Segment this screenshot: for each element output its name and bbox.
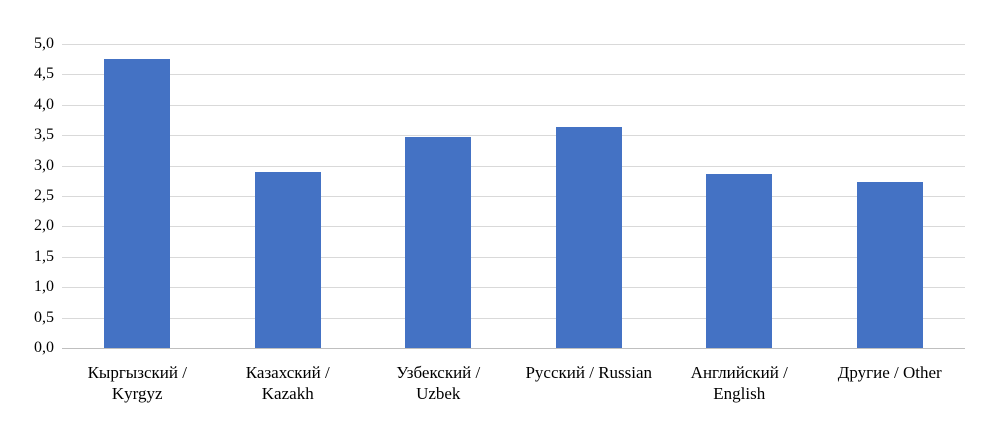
x-category-label-text: Русский / Russian <box>525 363 653 382</box>
x-category-label-text: Другие / Other <box>837 363 942 382</box>
gridline <box>62 256 965 258</box>
y-tick-label: 2,0 <box>34 217 54 235</box>
y-tick-label: 1,0 <box>34 278 54 296</box>
x-category-label-text: Кыргызский / Kyrgyz <box>87 363 187 404</box>
x-category-label: Кыргызский / Kyrgyz <box>62 362 213 405</box>
x-category-label: Другие / Other <box>815 362 966 405</box>
y-tick-label: 4,5 <box>34 65 54 83</box>
y-tick-label: 3,0 <box>34 156 54 174</box>
bar <box>405 137 472 348</box>
gridline <box>62 44 965 45</box>
bars <box>62 44 965 348</box>
bar <box>706 173 773 348</box>
bar-slot <box>815 44 966 348</box>
x-category-label: Русский / Russian <box>514 362 665 405</box>
bar <box>856 182 923 348</box>
gridline <box>62 165 965 167</box>
y-tick-label: 1,5 <box>34 247 54 265</box>
gridline <box>62 104 965 106</box>
y-tick-label: 5,0 <box>34 35 54 52</box>
x-category-label: Казахский / Kazakh <box>213 362 364 405</box>
gridline <box>62 196 965 197</box>
bar-slot <box>363 44 514 348</box>
bar <box>254 171 321 348</box>
bar-slot <box>664 44 815 348</box>
gridline <box>62 287 965 289</box>
bar-slot <box>514 44 665 348</box>
x-axis-category-labels: Кыргызский / Kyrgyz Казахский / Kazakh Узб… <box>62 362 965 405</box>
x-category-label-text: Английский / English <box>690 363 788 404</box>
gridline <box>62 135 965 137</box>
x-axis-line <box>62 348 965 349</box>
x-category-label: Английский / English <box>664 362 815 405</box>
y-axis-tick-labels: 0,0 0,5 1,0 1,5 2,0 2,5 3,0 3,5 4,0 4,5 5,0 <box>0 36 54 356</box>
y-tick-label: 4,0 <box>34 95 54 113</box>
gridline <box>62 226 965 228</box>
y-tick-label: 2,5 <box>34 187 54 204</box>
bar-slot <box>213 44 364 348</box>
plot-area <box>62 44 965 349</box>
bar-slot <box>62 44 213 348</box>
gridline <box>62 74 965 76</box>
y-tick-label: 0,5 <box>34 308 54 326</box>
y-tick-label: 3,5 <box>34 126 54 144</box>
x-category-label-text: Казахский / Kazakh <box>245 363 330 404</box>
y-tick-label: 0,0 <box>34 339 54 356</box>
bar <box>104 59 171 348</box>
gridline <box>62 317 965 319</box>
bar <box>555 126 622 348</box>
x-category-label: Узбекский / Uzbek <box>363 362 514 405</box>
x-category-label-text: Узбекский / Uzbek <box>396 363 481 404</box>
